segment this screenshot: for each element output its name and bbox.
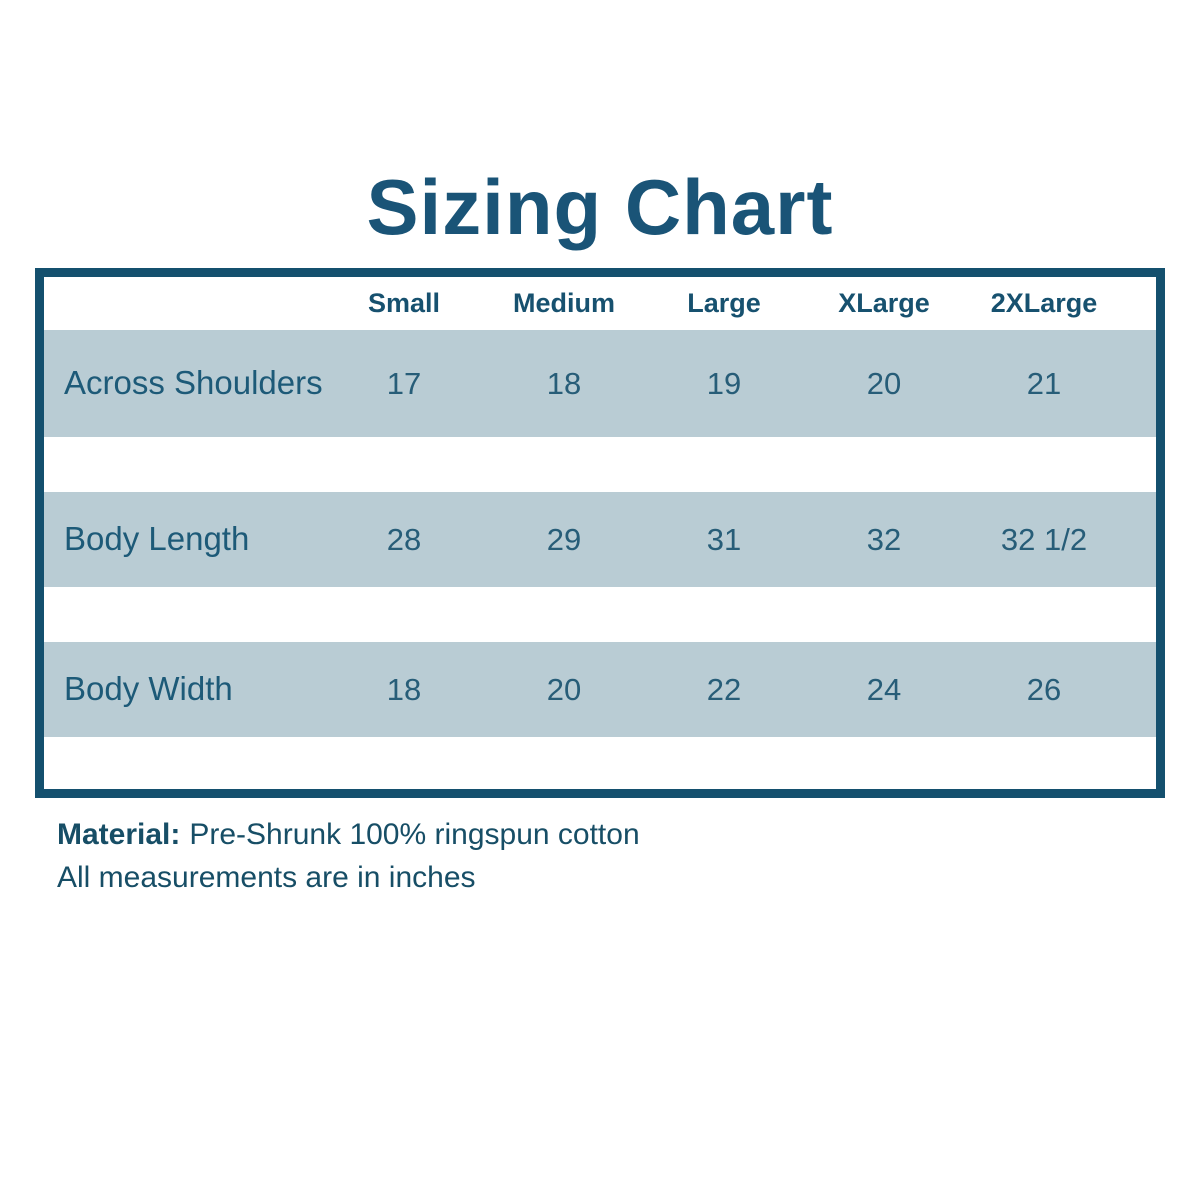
spacer-row <box>44 587 1156 642</box>
spacer-row <box>44 437 1156 492</box>
table-row-body-width: Body Width 18 20 22 24 26 <box>44 642 1156 737</box>
body-length-large: 31 <box>706 521 742 557</box>
table-header-row: Small Medium Large XLarge 2XLarge <box>44 277 1156 330</box>
measurements-note: All measurements are in inches <box>57 860 476 894</box>
table-row-body-length: Body Length 28 29 31 32 32 1/2 <box>44 492 1156 587</box>
column-header-large: Large <box>687 288 761 318</box>
across-shoulders-small: 17 <box>386 365 422 401</box>
across-shoulders-xlarge: 20 <box>866 365 902 401</box>
body-width-small: 18 <box>386 671 422 707</box>
across-shoulders-large: 19 <box>706 365 742 401</box>
body-width-large: 22 <box>706 671 742 707</box>
body-length-xlarge: 32 <box>866 521 902 557</box>
material-value: Pre-Shrunk 100% ringspun cotton <box>189 818 640 851</box>
row-label-body-length: Body Length <box>64 520 250 558</box>
across-shoulders-medium: 18 <box>546 365 582 401</box>
body-width-xlarge: 24 <box>866 671 902 707</box>
across-shoulders-2xlarge: 21 <box>1026 365 1062 401</box>
sizing-table: Small Medium Large XLarge 2XLarge Across… <box>35 268 1165 798</box>
row-label-across-shoulders: Across Shoulders <box>64 364 323 402</box>
body-length-2xlarge: 32 1/2 <box>1000 521 1088 557</box>
table-row-across-shoulders: Across Shoulders 17 18 19 20 21 <box>44 330 1156 437</box>
column-header-small: Small <box>367 288 441 318</box>
bottom-spacer-row <box>44 737 1156 789</box>
body-length-small: 28 <box>386 521 422 557</box>
column-header-2xlarge: 2XLarge <box>990 288 1098 318</box>
body-width-medium: 20 <box>546 671 582 707</box>
footer-notes: Material: Pre-Shrunk 100% ringspun cotton… <box>57 814 1200 899</box>
body-width-2xlarge: 26 <box>1026 671 1062 707</box>
page-title: Sizing Chart <box>366 163 834 251</box>
material-line: Material: Pre-Shrunk 100% ringspun cotton <box>57 814 1200 857</box>
body-length-medium: 29 <box>546 521 582 557</box>
column-header-xlarge: XLarge <box>838 288 930 318</box>
material-label: Material: <box>57 818 181 851</box>
row-label-body-width: Body Width <box>64 670 233 708</box>
column-header-medium: Medium <box>512 288 615 318</box>
